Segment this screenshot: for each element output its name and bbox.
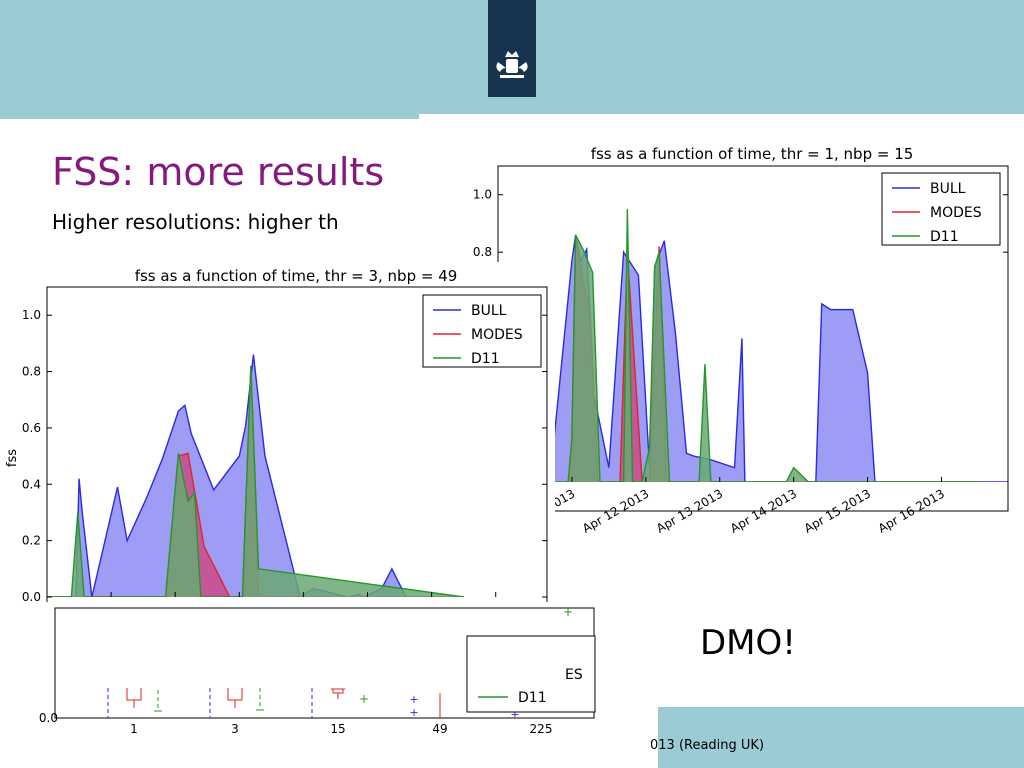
chart-back-y-ticks: 0.8 1.0 — [473, 188, 1008, 259]
box-plot-chart: 0.0 1 3 15 49 225 + + + + + ES D11 — [39, 605, 596, 736]
y-tick-label: 0.8 — [473, 245, 492, 259]
box-x-tick-label: 3 — [231, 722, 239, 736]
legend-label-modes: MODES — [930, 205, 982, 221]
box-ytick-0: 0.0 — [39, 711, 58, 725]
box-x-tick-label: 15 — [330, 722, 345, 736]
chart-back-plot — [498, 209, 1008, 482]
government-logo — [488, 0, 536, 97]
series-area-d11 — [47, 365, 464, 597]
legend-label-bull: BULL — [471, 303, 507, 319]
footer-band — [658, 707, 1024, 768]
box-legend-es: ES — [565, 667, 583, 683]
chart-front-plot — [47, 354, 464, 597]
y-tick-label: 0.4 — [22, 477, 41, 491]
legend-frame — [422, 294, 542, 368]
y-tick-label: 0.0 — [22, 590, 41, 602]
box-x-ticks: 1 3 15 49 225 — [130, 722, 552, 736]
box-legend-d11: D11 — [518, 690, 547, 706]
plot-series — [47, 354, 464, 597]
legend-frame — [881, 172, 1001, 246]
series-line-d11 — [47, 365, 464, 597]
box-outlier: + — [409, 706, 418, 719]
series-line-d11 — [498, 209, 979, 482]
coat-of-arms-icon — [496, 51, 528, 78]
legend-label-d11: D11 — [471, 351, 500, 367]
legend-label-modes: MODES — [471, 327, 523, 343]
box-x-tick-label: 1 — [130, 722, 138, 736]
series-area-d11 — [498, 209, 979, 482]
plot-series — [498, 209, 1008, 482]
y-tick-label: 1.0 — [473, 188, 492, 202]
box-legend-frame — [466, 635, 596, 713]
chart-front-y-ticks: 0.0 0.2 0.4 0.6 0.8 1.0 — [22, 308, 547, 602]
footer-text: 013 (Reading UK) — [650, 738, 765, 753]
dmo-annotation: DMO! — [700, 623, 796, 663]
chart-front-legend: BULL MODES D11 — [422, 294, 542, 368]
legend-label-d11: D11 — [930, 229, 959, 245]
slide-subtitle: Higher resolutions: higher th — [52, 210, 339, 234]
box-legend: ES D11 — [466, 635, 596, 713]
chart-title: fss as a function of time, thr = 3, nbp … — [135, 267, 458, 285]
y-tick-label: 0.8 — [22, 365, 41, 379]
box-outlier: + — [409, 693, 418, 706]
box-modes-1 — [126, 688, 142, 708]
chart-front-frame — [46, 286, 548, 602]
box-x-tick-label: 225 — [530, 722, 553, 736]
box-outlier: + — [563, 605, 573, 619]
y-tick-label: 0.6 — [22, 421, 41, 435]
chart-title: fss as a function of time, thr = 1, nbp … — [591, 145, 914, 163]
legend-label-bull: BULL — [930, 181, 966, 197]
box-x-tick-label: 49 — [432, 722, 447, 736]
box-glyphs: + + + + + — [107, 605, 573, 721]
y-tick-label: 1.0 — [22, 308, 41, 322]
box-modes-15 — [331, 688, 345, 699]
fss-chart-thr3: fss as a function of time, thr = 3, nbp … — [0, 262, 555, 602]
box-outlier: + — [359, 692, 369, 706]
y-axis-label: fss — [5, 449, 20, 467]
slide-title: FSS: more results — [52, 150, 385, 194]
box-modes-3 — [227, 688, 243, 708]
top-band-notch — [419, 114, 1024, 120]
chart-back-legend: BULL MODES D11 — [881, 172, 1001, 246]
y-tick-label: 0.2 — [22, 534, 41, 548]
box-outlier: + — [510, 708, 519, 721]
